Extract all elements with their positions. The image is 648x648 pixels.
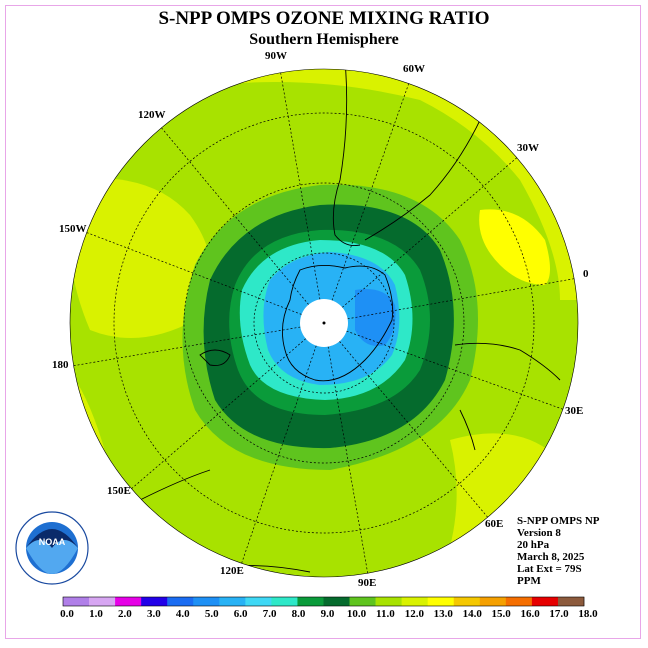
colorbar [62,596,585,607]
lon-label-60e: 60E [485,518,504,530]
colorbar-tick-label: 9.0 [320,608,335,620]
colorbar-swatch [63,597,90,606]
colorbar-swatch [401,597,428,606]
africa-coast [454,342,561,381]
colorbar-swatch [89,597,116,606]
south-pole-marker [322,321,326,325]
colorbar-tick-label: 3.0 [146,608,161,620]
antarctica-coast [281,265,394,382]
lon-label-90e: 90E [358,577,377,589]
colorbar-tick-label: 14.0 [462,608,482,620]
colorbar-tick-label: 7.0 [262,608,277,620]
colorbar-swatch [479,597,507,606]
colorbar-tick-label: 18.0 [578,608,598,620]
info-date: March 8, 2025 [517,551,585,563]
colorbar-swatch [193,597,220,606]
map-subtitle: Southern Hemisphere [249,31,399,48]
noaa-logo-text: NOAA [38,537,66,547]
lon-label-150e: 150E [107,485,131,497]
lon-label-120w: 120W [138,109,166,121]
colorbar-tick-label: 8.0 [291,608,306,620]
colorbar-swatch [375,597,402,606]
info-units: PPM [517,575,541,587]
colorbar-tick-label: 1.0 [89,608,103,620]
colorbar-swatch [427,597,455,606]
map-boundary [69,68,579,578]
colorbar-tick-label: 2.0 [118,608,132,620]
colorbar-tick-label: 13.0 [433,608,453,620]
colorbar-tick-label: 12.0 [404,608,424,620]
colorbar-tick-label: 5.0 [204,608,219,620]
lon-label-150w: 150W [59,223,87,235]
map-title: S-NPP OMPS OZONE MIXING RATIO [158,8,490,29]
lon-label-90w: 90W [265,50,287,62]
colorbar-outline [62,596,585,607]
ozone-max-13-14 [479,209,550,285]
colorbar-tick-label: 10.0 [346,608,367,620]
colorbar-swatch [141,597,168,606]
lon-label-30w: 30W [517,142,539,154]
colorbar-swatch [297,597,324,606]
ozone-patch-12-13 [70,178,212,338]
colorbar-tick-label: 11.0 [376,608,395,620]
colorbar-swatch [505,597,533,606]
info-level: 20 hPa [517,539,550,551]
colorbar-tick-label: 16.0 [520,608,540,620]
colorbar-tick-label: 4.0 [175,608,190,620]
lon-label-0: 0 [583,268,589,280]
colorbar-swatch [323,597,350,606]
madagascar [459,409,476,451]
lon-label-30e: 30E [565,405,584,417]
colorbar-swatch [167,597,194,606]
colorbar-swatch [557,597,585,606]
colorbar-swatch [531,597,559,606]
noaa-logo [15,511,89,585]
info-instrument: S-NPP OMPS NP [517,515,600,527]
south-america-coast [332,69,361,246]
new-zealand [199,349,231,366]
lon-label-180: 180 [52,359,69,371]
figure-frame [5,5,641,639]
colorbar-tick-label: 0.0 [60,608,74,620]
colorbar-tick-label: 15.0 [491,608,511,620]
info-lat-ext: Lat Ext = 79S [517,563,582,575]
colorbar-swatch [245,597,272,606]
colorbar-swatch [219,597,246,606]
colorbar-swatch [271,597,298,606]
colorbar-swatch [115,597,142,606]
lon-label-120e: 120E [220,565,244,577]
lon-label-60w: 60W [403,63,425,75]
graticule [71,69,578,576]
colorbar-swatch [453,597,481,606]
colorbar-tick-label: 6.0 [233,608,248,620]
colorbar-tick-label: 17.0 [549,608,569,620]
info-version: Version 8 [517,527,561,539]
colorbar-swatch [349,597,376,606]
